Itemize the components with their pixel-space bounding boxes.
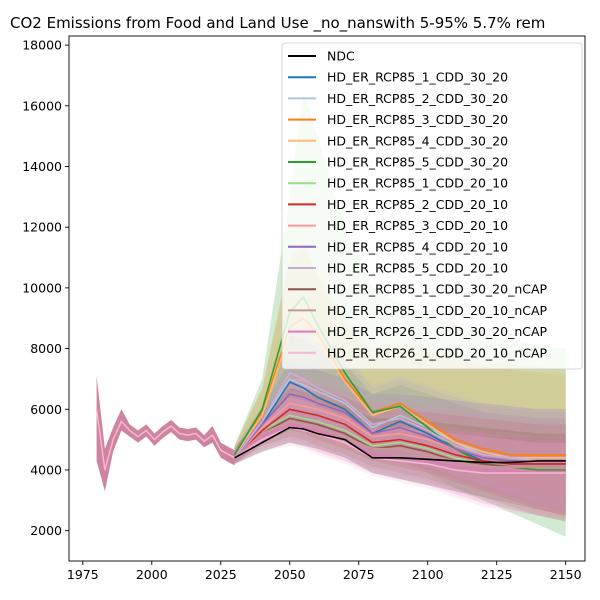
- history-line: [95, 409, 235, 471]
- series-line-13: [234, 423, 566, 473]
- legend-label: HD_ER_RCP85_4_CDD_30_20: [327, 133, 508, 148]
- series-lines: [95, 296, 566, 474]
- y-tick-label: 6000: [30, 402, 62, 417]
- legend-label: HD_ER_RCP85_2_CDD_30_20: [327, 91, 508, 106]
- legend: NDC HD_ER_RCP85_1_CDD_30_20 HD_ER_RCP85_2_…: [281, 42, 583, 370]
- legend-label: NDC: [327, 49, 355, 64]
- legend-label: HD_ER_RCP85_1_CDD_20_10: [327, 176, 508, 191]
- series-line-7: [234, 408, 566, 465]
- series-line-12: [234, 420, 566, 468]
- y-tick-label: 12000: [22, 220, 62, 235]
- legend-label: HD_ER_RCP85_4_CDD_20_10: [327, 239, 508, 254]
- x-tick-label: 2000: [136, 567, 168, 582]
- legend-label: HD_ER_RCP85_3_CDD_30_20: [327, 112, 508, 127]
- legend-label: HD_ER_RCP85_1_CDD_20_10_nCAP: [327, 303, 548, 318]
- history-band: [96, 375, 235, 492]
- y-tick-label: 14000: [22, 159, 62, 174]
- band-6: [234, 385, 566, 519]
- legend-label: HD_ER_RCP85_3_CDD_20_10: [327, 218, 508, 233]
- legend-label: HD_ER_RCP26_1_CDD_30_20_nCAP: [327, 324, 548, 339]
- x-tick-label: 2125: [481, 567, 513, 582]
- x-tick-label: 2050: [274, 567, 306, 582]
- legend-box: [281, 42, 583, 370]
- series-line-0: [234, 426, 566, 464]
- x-tick-label: 2150: [550, 567, 582, 582]
- chart-title: CO2 Emissions from Food and Land Use _no…: [10, 14, 546, 32]
- legend-label: HD_ER_RCP85_5_CDD_20_10: [327, 261, 508, 276]
- legend-label: HD_ER_RCP85_1_CDD_30_20: [327, 70, 508, 85]
- y-tick-label: 16000: [22, 98, 62, 113]
- y-tick-label: 8000: [30, 341, 62, 356]
- y-tick-label: 18000: [22, 38, 62, 53]
- y-tick-label: 2000: [30, 523, 62, 538]
- x-tick-label: 2025: [205, 567, 237, 582]
- series-line-10: [233, 372, 566, 462]
- legend-label: HD_ER_RCP85_5_CDD_30_20: [327, 155, 508, 170]
- series-line-9: [233, 393, 566, 462]
- x-tick-label: 1975: [67, 567, 99, 582]
- x-tick-label: 2075: [343, 567, 375, 582]
- band-9: [234, 360, 566, 513]
- y-axis: 2000 4000 6000 8000 10000 12000 14000 16000 1800…: [22, 38, 69, 538]
- band-0: [234, 409, 566, 516]
- band-7: [234, 378, 566, 516]
- y-tick-label: 4000: [30, 462, 62, 477]
- x-axis: 1975 2000 2025 2050 2075 2100 2125 2150: [67, 561, 582, 582]
- x-tick-label: 2100: [412, 567, 444, 582]
- plot-frame: [68, 35, 586, 562]
- y-tick-label: 10000: [22, 280, 62, 295]
- legend-label: HD_ER_RCP85_2_CDD_20_10: [327, 197, 508, 212]
- legend-label: HD_ER_RCP26_1_CDD_20_10_nCAP: [327, 345, 548, 360]
- legend-label: HD_ER_RCP85_1_CDD_30_20_nCAP: [327, 282, 548, 297]
